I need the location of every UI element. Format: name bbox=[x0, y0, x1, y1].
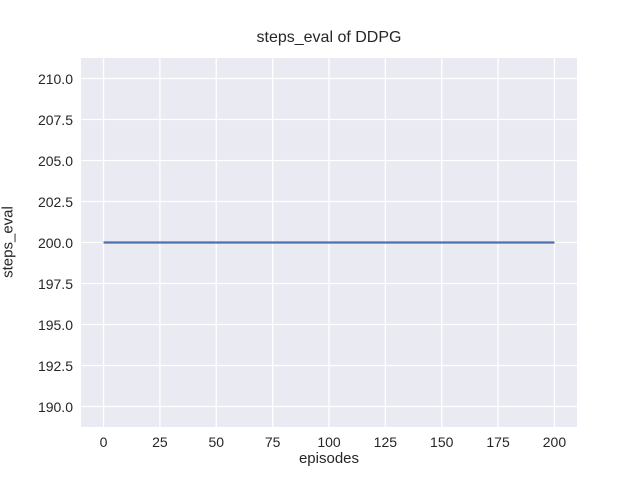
plot-svg bbox=[81, 58, 577, 427]
x-tick-label: 0 bbox=[99, 434, 108, 450]
x-tick-label: 100 bbox=[317, 434, 341, 450]
y-tick-label: 210.0 bbox=[37, 70, 73, 87]
y-tick-label: 195.0 bbox=[37, 316, 73, 333]
y-tick-label: 197.5 bbox=[37, 275, 73, 292]
x-tick-label: 125 bbox=[373, 434, 398, 450]
x-tick-label: 25 bbox=[152, 434, 168, 450]
y-tick-label: 200.0 bbox=[37, 234, 73, 251]
x-tick-label: 50 bbox=[208, 434, 225, 450]
x-tick-label: 175 bbox=[486, 434, 510, 450]
plot-area bbox=[81, 58, 577, 427]
x-tick-label: 75 bbox=[264, 434, 281, 450]
x-axis-label: episodes bbox=[298, 450, 360, 467]
y-tick-label: 207.5 bbox=[37, 111, 73, 128]
x-tick-label: 200 bbox=[542, 434, 567, 450]
y-tick-label: 205.0 bbox=[37, 152, 73, 169]
y-tick-label: 190.0 bbox=[37, 398, 73, 415]
y-tick-label: 202.5 bbox=[37, 193, 73, 210]
chart-title: steps_eval of DDPG bbox=[256, 29, 402, 46]
y-tick-label: 192.5 bbox=[37, 357, 73, 374]
x-tick-label: 150 bbox=[430, 434, 454, 450]
